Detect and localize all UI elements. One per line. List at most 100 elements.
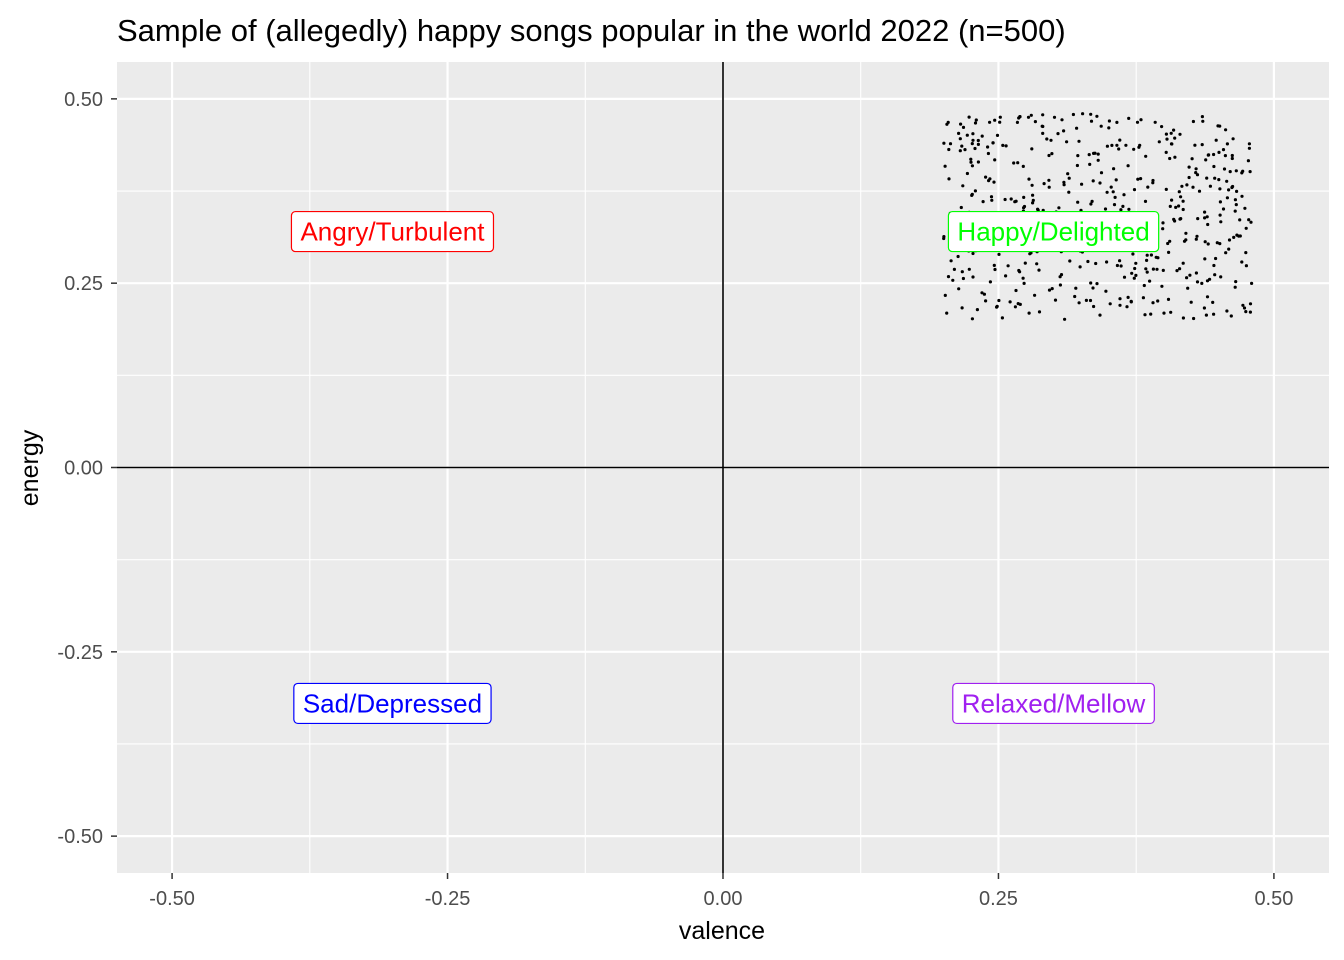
data-point — [942, 141, 946, 145]
data-point — [1238, 218, 1242, 222]
data-point — [1094, 261, 1098, 266]
data-point — [960, 144, 964, 148]
data-point — [1088, 162, 1092, 166]
data-point — [1248, 170, 1252, 174]
data-point — [1225, 309, 1229, 313]
data-point — [1047, 288, 1052, 292]
data-point — [1164, 187, 1168, 191]
data-point — [1240, 260, 1244, 264]
data-point — [971, 132, 975, 136]
data-point — [965, 171, 970, 176]
data-point — [1151, 267, 1155, 271]
data-point — [1241, 303, 1245, 307]
data-point — [1173, 136, 1177, 140]
data-point — [1084, 298, 1088, 302]
data-point — [961, 125, 966, 129]
data-point — [993, 158, 997, 162]
data-point — [1229, 314, 1233, 318]
data-point — [1107, 126, 1111, 130]
data-point — [971, 138, 975, 142]
data-point — [1160, 284, 1164, 288]
data-point — [1197, 189, 1202, 193]
data-point — [1144, 154, 1148, 158]
data-point — [1138, 143, 1142, 147]
data-point — [1047, 185, 1051, 189]
data-point — [946, 275, 951, 279]
data-point — [1035, 262, 1039, 266]
data-point — [1213, 273, 1217, 277]
data-point — [1030, 147, 1034, 151]
data-point — [1127, 207, 1131, 211]
data-point — [1205, 176, 1209, 180]
data-point — [1139, 118, 1143, 122]
data-point — [1194, 237, 1198, 241]
data-point — [1247, 142, 1251, 146]
data-point — [1185, 276, 1189, 280]
data-point — [1119, 208, 1123, 212]
data-point — [1015, 120, 1020, 124]
data-point — [1212, 152, 1216, 157]
data-point — [1157, 140, 1161, 144]
data-point — [1078, 265, 1082, 269]
data-point — [1041, 131, 1045, 135]
data-point — [1042, 182, 1046, 186]
x-tick-label: -0.50 — [149, 888, 195, 910]
data-point — [1057, 206, 1061, 210]
data-point — [1223, 154, 1227, 158]
data-point — [956, 254, 960, 259]
data-point — [1103, 207, 1108, 211]
data-point — [1113, 195, 1117, 199]
data-point — [1206, 242, 1210, 246]
data-point — [1095, 282, 1099, 286]
data-point — [1075, 126, 1079, 130]
data-point — [1206, 222, 1210, 227]
data-point — [1118, 297, 1122, 301]
data-point — [1132, 147, 1136, 151]
data-point — [952, 267, 957, 271]
data-point — [1235, 189, 1239, 193]
data-point — [1006, 264, 1010, 268]
data-point — [967, 267, 971, 271]
data-point — [1031, 201, 1035, 205]
data-points — [942, 112, 1254, 321]
data-point — [1222, 167, 1227, 171]
data-point — [1164, 132, 1168, 136]
data-point — [1168, 156, 1172, 161]
data-point — [1246, 159, 1250, 163]
data-point — [1041, 124, 1045, 129]
data-point — [1230, 153, 1234, 158]
data-point — [1112, 167, 1116, 171]
data-point — [976, 160, 981, 164]
data-point — [1111, 190, 1115, 194]
data-point — [1119, 264, 1123, 268]
data-point — [957, 131, 961, 135]
data-point — [967, 115, 971, 119]
data-point — [1228, 170, 1232, 174]
data-point — [1162, 311, 1166, 315]
data-point — [1004, 144, 1008, 148]
data-point — [980, 134, 984, 138]
data-point — [1004, 274, 1008, 278]
data-point — [1031, 193, 1035, 197]
data-point — [1110, 143, 1114, 147]
data-point — [1173, 155, 1177, 159]
data-point — [997, 252, 1001, 256]
data-point — [1177, 204, 1181, 208]
data-point — [1250, 281, 1254, 285]
data-point — [1151, 181, 1155, 185]
data-point — [1067, 190, 1071, 194]
data-point — [1124, 143, 1128, 147]
data-point — [1099, 124, 1103, 128]
data-point — [1184, 231, 1188, 235]
data-point — [1202, 306, 1206, 310]
data-point — [960, 270, 964, 274]
data-point — [1179, 217, 1183, 221]
data-point — [1027, 311, 1031, 315]
data-point — [973, 146, 977, 151]
data-point — [971, 275, 975, 279]
data-point — [976, 142, 981, 146]
data-point — [959, 205, 963, 210]
data-point — [1181, 316, 1185, 320]
data-point — [1095, 114, 1099, 118]
